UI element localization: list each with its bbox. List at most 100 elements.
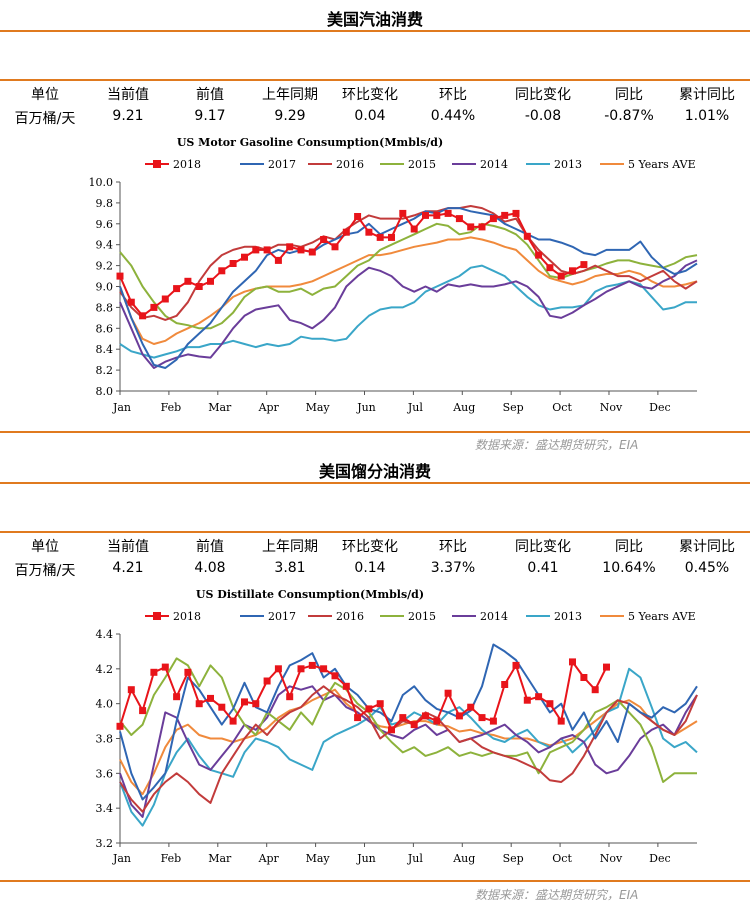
series-line-5-years-ave: [119, 236, 698, 345]
legend-marker: [153, 612, 161, 620]
series-point-2018: [195, 700, 203, 708]
series-point-2018: [399, 714, 407, 722]
distillate-consumption-chart: US Distillate Consumption(Mmbls/d) 2018 20…: [96, 588, 698, 865]
gasoline-consumption-chart: US Motor Gasoline Consumption(Mmbls/d) 20…: [89, 136, 698, 414]
series-point-2018: [218, 703, 226, 711]
series-point-2018: [252, 700, 260, 708]
gasoline-bottom-rule: [0, 431, 750, 433]
x-tick-label: Sep: [503, 852, 524, 865]
gasoline-value-cell: 9.29: [274, 108, 306, 124]
gasoline-header-row: 单位 当前值 前值 上年同期 环比变化 环比 同比变化 同比 累计同比: [0, 84, 750, 108]
series-point-2018: [331, 672, 339, 680]
series-point-2018: [308, 661, 316, 669]
series-point-2018: [580, 674, 588, 681]
distillate-header-cell: 同比变化: [515, 539, 571, 555]
legend-label: 2015: [408, 610, 436, 623]
series-point-2018: [297, 246, 305, 254]
series-point-2018: [184, 668, 192, 676]
series-point-2018: [535, 693, 543, 701]
distillate-value-cell: 百万桶/天: [14, 563, 76, 579]
y-tick-label: 8.8: [96, 301, 114, 314]
gasoline-value-cell: 百万桶/天: [14, 111, 76, 127]
series-line-2013: [119, 667, 698, 827]
x-tick-label: May: [306, 401, 331, 414]
distillate-data-source: 数据来源：盛达期货研究，EIA: [475, 888, 639, 902]
x-tick-label: Jul: [407, 401, 423, 414]
series-point-2018: [422, 211, 429, 219]
series-point-2018: [467, 223, 475, 231]
x-tick-label: Apr: [258, 401, 280, 414]
series-point-2018: [455, 712, 463, 720]
series-line-2014: [119, 259, 698, 369]
series-point-2018: [286, 693, 294, 701]
distillate-value-cell: 3.81: [274, 560, 306, 576]
legend-label: 2015: [408, 158, 436, 171]
series-point-2018: [523, 696, 531, 704]
series-point-2018: [308, 248, 316, 256]
y-tick-label: 3.4: [96, 802, 114, 815]
gasoline-section-title: 美国汽油消费: [326, 10, 423, 29]
series-point-2018: [388, 726, 395, 734]
y-tick-label: 8.4: [96, 343, 114, 356]
gasoline-value-cell: 9.17: [194, 108, 226, 124]
legend-label: 2017: [268, 158, 296, 171]
x-tick-label: Dec: [649, 852, 671, 865]
distillate-value-cell: 0.14: [354, 560, 386, 576]
series-point-2018: [263, 246, 271, 254]
series-point-2018: [320, 665, 328, 673]
gasoline-header-cell: 同比: [615, 87, 643, 103]
distillate-title-rule: [0, 482, 750, 484]
distillate-value-cell: 4.08: [194, 560, 226, 576]
distillate-header-cell: 同比: [615, 539, 643, 555]
distillate-value-cell: 4.21: [112, 560, 144, 576]
series-point-2018: [512, 661, 520, 669]
y-tick-label: 9.2: [96, 260, 114, 273]
distillate-header-cell: 上年同期: [262, 539, 318, 555]
series-point-2018: [455, 215, 463, 223]
x-tick-label: Sep: [503, 401, 524, 414]
y-tick-label: 4.4: [96, 628, 114, 641]
series-point-2018: [139, 707, 147, 715]
series-point-2018: [229, 717, 237, 725]
gasoline-header-cell: 当前值: [107, 87, 149, 103]
series-point-2018: [241, 698, 248, 706]
series-point-2018: [195, 283, 203, 290]
series-point-2018: [580, 261, 588, 269]
series-point-2018: [331, 243, 339, 251]
chart-title: US Motor Gasoline Consumption(Mmbls/d): [177, 136, 443, 149]
legend-label: 2013: [554, 610, 582, 623]
y-tick-label: 8.6: [96, 322, 114, 335]
x-tick-label: Aug: [452, 852, 475, 865]
series-point-2018: [489, 215, 497, 223]
distillate-value-cell: 3.37%: [430, 560, 476, 576]
y-tick-label: 8.0: [96, 385, 114, 398]
series-line-2015: [119, 222, 698, 330]
series-point-2018: [388, 233, 395, 241]
series-point-2018: [410, 721, 418, 729]
distillate-table-top-rule: [0, 531, 750, 533]
series-point-2018: [376, 700, 384, 708]
gasoline-value-row: 百万桶/天 9.21 9.17 9.29 0.04 0.44% -0.08 -0…: [0, 108, 750, 132]
legend-label: 5 Years AVE: [628, 158, 696, 171]
gasoline-value-cell: 0.44%: [430, 108, 476, 124]
series-line-2016: [119, 205, 698, 321]
series-point-2018: [399, 209, 407, 217]
x-tick-label: Jul: [407, 852, 423, 865]
series-point-2018: [365, 228, 373, 236]
series-point-2018: [173, 693, 181, 701]
y-tick-label: 4.2: [96, 663, 114, 676]
x-tick-label: Dec: [649, 401, 671, 414]
series-line-2015: [119, 657, 697, 783]
series-point-2018: [320, 236, 328, 243]
legend-label: 2018: [173, 610, 201, 623]
gasoline-header-cell: 环比: [439, 87, 467, 103]
distillate-header-row: 单位 当前值 前值 上年同期 环比变化 环比 同比变化 同比 累计同比: [0, 536, 750, 560]
x-tick-label: Mar: [208, 852, 232, 865]
series-point-2018: [139, 312, 147, 320]
x-tick-label: Jun: [356, 852, 376, 865]
series-point-2018: [286, 243, 294, 251]
series-line-2018: [119, 660, 608, 731]
x-tick-label: Jun: [356, 401, 376, 414]
series-point-2018: [173, 285, 181, 293]
gasoline-header-cell: 上年同期: [262, 87, 318, 103]
